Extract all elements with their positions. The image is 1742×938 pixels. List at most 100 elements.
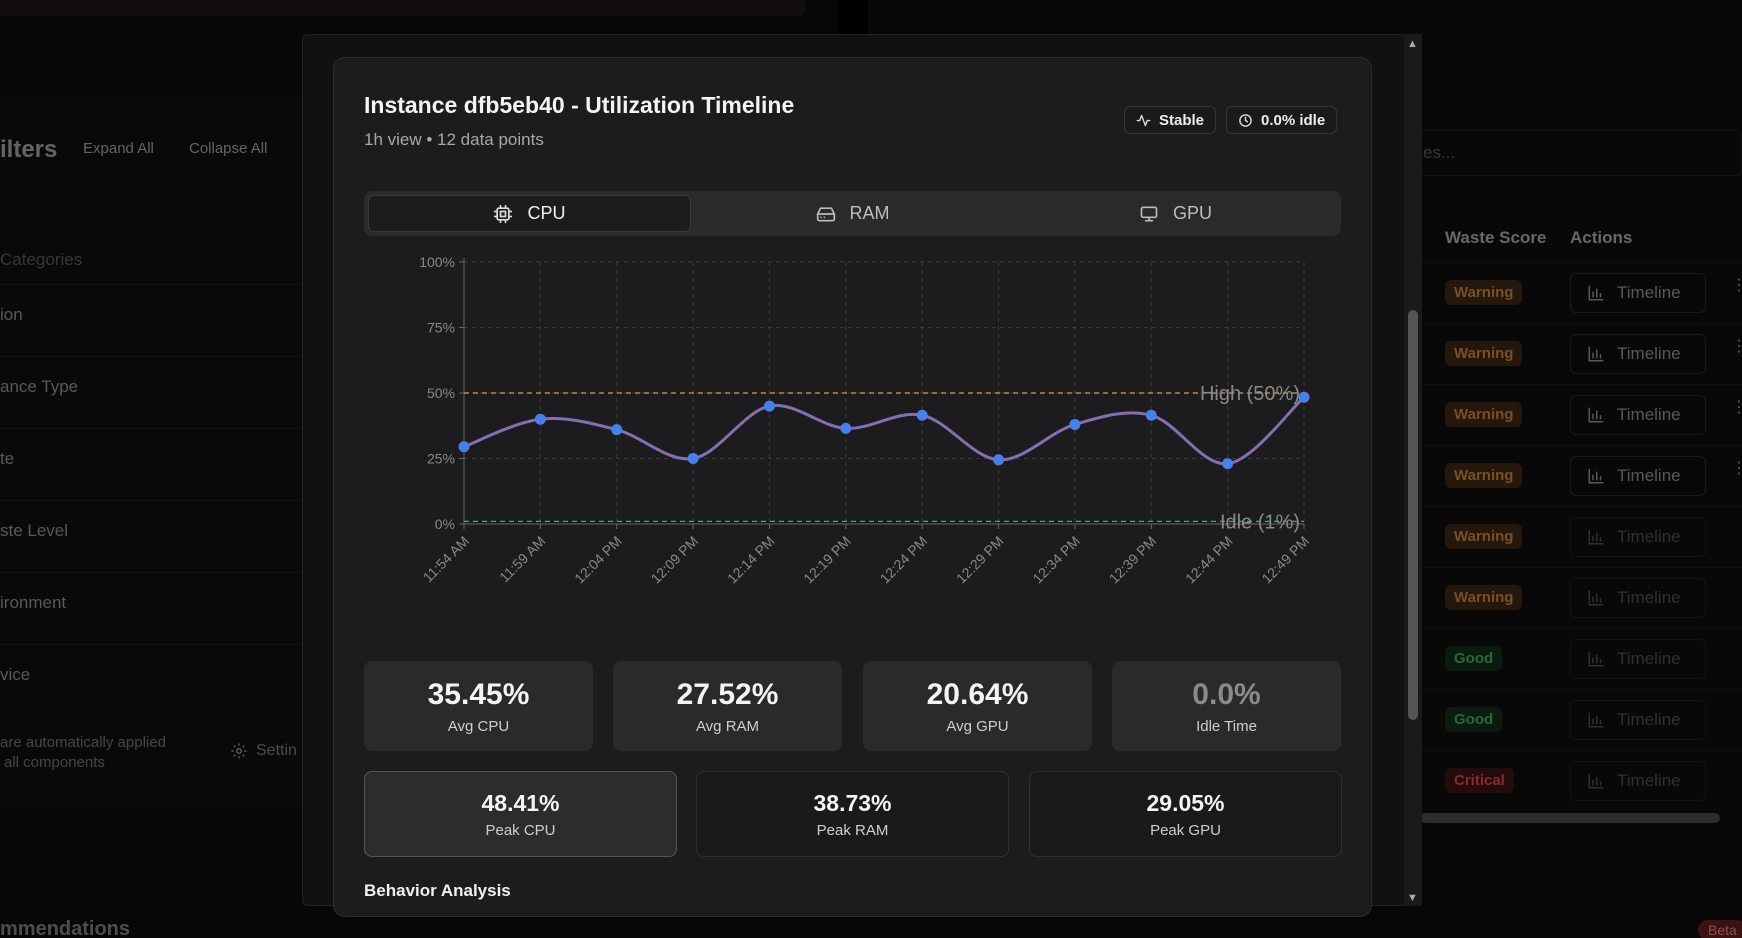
x-tick-label: 11:59 AM	[496, 533, 548, 585]
data-point	[534, 413, 546, 425]
scroll-up-arrow[interactable]: ▲	[1407, 38, 1418, 50]
modal-title: Instance dfb5eb40 - Utilization Timeline	[364, 92, 795, 118]
bar-chart-icon	[1588, 529, 1604, 545]
stat-value: 35.45%	[427, 678, 530, 711]
filter-section[interactable]: ironment	[0, 572, 304, 644]
timeline-button[interactable]: Timeline	[1570, 761, 1706, 801]
bar-chart-icon	[1588, 285, 1604, 301]
tab-cpu[interactable]: CPU	[368, 195, 691, 232]
series-line	[463, 396, 1306, 466]
peak-label: Peak CPU	[485, 822, 556, 839]
peak-value: 38.73%	[813, 790, 892, 816]
reference-line-label: Idle (1%)	[1220, 511, 1300, 533]
stat-label: Avg CPU	[447, 718, 510, 735]
stat-card: 27.52% Avg RAM	[613, 661, 842, 751]
table-row: Warning Timeline	[1420, 506, 1742, 567]
filter-section[interactable]: te	[0, 428, 304, 500]
table-row: Critical Timeline	[1420, 750, 1742, 811]
cpu-icon	[494, 204, 513, 223]
tab-ram[interactable]: RAM	[691, 195, 1014, 232]
col-waste-score[interactable]: Waste Score	[1445, 228, 1547, 247]
timeline-button[interactable]: Timeline	[1570, 395, 1706, 435]
timeline-button[interactable]: Timeline	[1570, 456, 1706, 496]
waste-score-badge: Warning	[1445, 585, 1523, 610]
monitor-icon	[1140, 206, 1158, 221]
x-tick-label: 12:24 PM	[877, 533, 931, 587]
timeline-button[interactable]: Timeline	[1570, 578, 1706, 618]
waste-score-badge: Warning	[1445, 402, 1523, 427]
stat-card: 0.0% Idle Time	[1112, 661, 1341, 751]
table-row: Warning Timeline	[1420, 567, 1742, 628]
bar-chart-icon	[1588, 651, 1604, 667]
scroll-thumb[interactable]	[1408, 310, 1418, 720]
data-point	[611, 424, 623, 436]
data-point	[1298, 391, 1310, 403]
instances-table-panel	[1420, 96, 1742, 886]
more-options-icon[interactable]: ⋮	[1731, 338, 1742, 355]
clock-icon	[1239, 113, 1252, 127]
peak-value: 29.05%	[1146, 790, 1225, 816]
waste-score-badge: Good	[1445, 707, 1503, 732]
peak-card[interactable]: 48.41% Peak CPU	[364, 771, 677, 857]
table-row: Warning Timeline ⋮	[1420, 384, 1742, 445]
modal-scrollbar[interactable]: ▲ ▼	[1404, 34, 1422, 906]
more-options-icon[interactable]: ⋮	[1731, 460, 1742, 477]
tab-gpu[interactable]: GPU	[1014, 195, 1337, 232]
peak-card[interactable]: 38.73% Peak RAM	[696, 771, 1009, 857]
recommendations-heading: mmendations	[0, 918, 131, 938]
bar-chart-icon	[1588, 712, 1604, 728]
series-line-dash	[463, 396, 1305, 465]
filter-section[interactable]: ste Level	[0, 500, 304, 572]
data-point	[993, 454, 1005, 466]
collapse-all-button[interactable]: Collapse All	[189, 140, 268, 157]
timeline-button[interactable]: Timeline	[1570, 334, 1706, 374]
stat-card: 20.64% Avg GPU	[863, 661, 1092, 751]
peak-card[interactable]: 29.05% Peak GPU	[1029, 771, 1342, 857]
data-point	[1145, 409, 1157, 421]
filter-section[interactable]: ion	[0, 284, 304, 356]
filters-note: are automatically applied all components	[0, 734, 166, 771]
filter-section[interactable]: vice	[0, 644, 304, 716]
peak-label: Peak RAM	[816, 822, 889, 839]
timeline-button[interactable]: Timeline	[1570, 517, 1706, 557]
stat-value: 0.0%	[1192, 678, 1261, 711]
expand-all-button[interactable]: Expand All	[83, 140, 154, 157]
stable-badge: Stable	[1124, 106, 1217, 134]
data-point	[1222, 458, 1234, 470]
bar-chart-icon	[1588, 346, 1604, 362]
horizontal-scrollbar[interactable]	[1420, 813, 1720, 823]
filter-section[interactable]: ance Type	[0, 356, 304, 428]
utilization-chart: 0% 25% 50% 75% 100% 11:54 AM 11:59 AM 12:04 PM 1…	[364, 246, 1341, 606]
top-banner	[0, 0, 806, 16]
timeline-button[interactable]: Timeline	[1570, 273, 1706, 313]
timeline-button[interactable]: Timeline	[1570, 700, 1706, 740]
stat-card: 35.45% Avg CPU	[364, 661, 593, 751]
y-tick-label: 100%	[419, 254, 455, 270]
peak-value: 48.41%	[481, 790, 560, 816]
x-tick-label: 12:44 PM	[1182, 533, 1236, 587]
stat-label: Avg GPU	[946, 718, 1009, 735]
data-point	[458, 441, 470, 453]
more-options-icon[interactable]: ⋮	[1731, 399, 1742, 416]
more-options-icon[interactable]: ⋮	[1731, 277, 1742, 294]
gear-icon	[231, 743, 247, 759]
table-row: Good Timeline	[1420, 689, 1742, 750]
timeline-button[interactable]: Timeline	[1570, 639, 1706, 679]
y-tick-label: 50%	[427, 385, 455, 401]
waste-score-badge: Warning	[1445, 280, 1523, 305]
table-row: Warning Timeline ⋮	[1420, 262, 1742, 323]
beta-badge: Beta	[1698, 920, 1742, 938]
settings-button[interactable]: Settin	[230, 742, 297, 760]
activity-icon	[1136, 114, 1151, 126]
filters-panel	[0, 96, 304, 806]
table-row: Warning Timeline ⋮	[1420, 323, 1742, 384]
y-tick-label: 0%	[435, 516, 455, 532]
bar-chart-icon	[1588, 468, 1604, 484]
x-tick-label: 12:04 PM	[571, 533, 625, 587]
categories-label: Categories	[0, 250, 83, 269]
scroll-down-arrow[interactable]: ▼	[1407, 892, 1418, 904]
drive-icon	[816, 206, 835, 221]
x-tick-label: 12:14 PM	[724, 533, 778, 587]
waste-score-badge: Warning	[1445, 524, 1523, 549]
data-point	[916, 409, 928, 421]
